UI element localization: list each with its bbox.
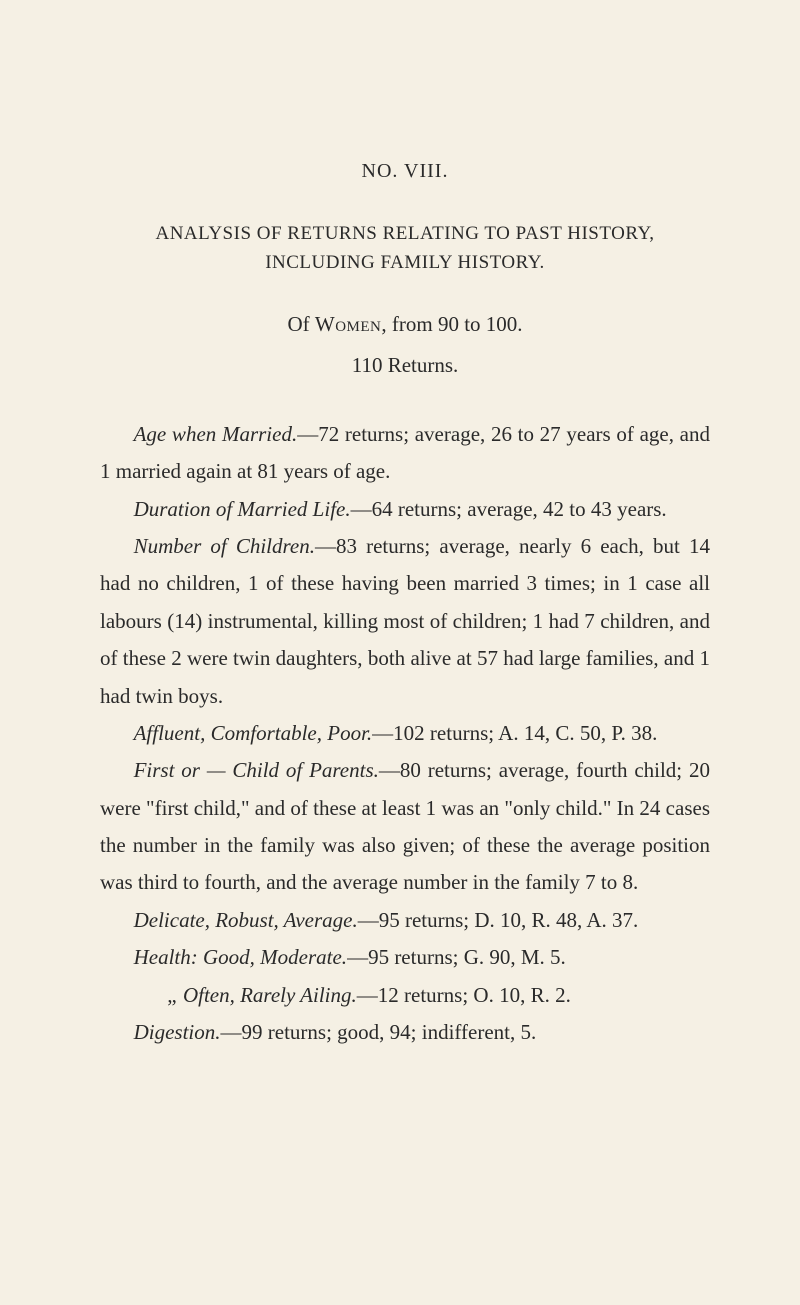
paragraph-delicate: Delicate, Robust, Average.—95 returns; D… — [100, 902, 710, 939]
paragraph-health: Health: Good, Moderate.—95 returns; G. 9… — [100, 939, 710, 976]
page-container: NO. VIII. ANALYSIS OF RETURNS RELATING T… — [0, 0, 800, 1131]
p3-italic: Number of Children. — [134, 534, 315, 558]
p4-italic: Affluent, Comfortable, Poor. — [134, 721, 373, 745]
paragraph-often-ailing: „ Often, Rarely Ailing.—12 returns; O. 1… — [100, 977, 710, 1014]
subtitle-of-women: Of Women, from 90 to 100. — [100, 312, 710, 337]
p7-italic: Health: Good, Moderate. — [134, 945, 347, 969]
chapter-number: NO. VIII. — [100, 160, 710, 183]
sub-of-smallcaps: Women — [315, 312, 382, 336]
sub-of-suffix: , from 90 to 100. — [381, 312, 522, 336]
paragraph-age-married: Age when Married.—72 returns; average, 2… — [100, 416, 710, 491]
p6-italic: Delicate, Robust, Average. — [134, 908, 358, 932]
p6-rest: —95 returns; D. 10, R. 48, A. 37. — [358, 908, 639, 932]
p3-rest: —83 returns; average, nearly 6 each, but… — [100, 534, 710, 708]
p8-italic: Often, Rarely Ailing. — [183, 983, 357, 1007]
p5-italic: First or — Child of Parents. — [134, 758, 379, 782]
p7-rest: —95 returns; G. 90, M. 5. — [347, 945, 566, 969]
p2-italic: Duration of Married Life. — [134, 497, 351, 521]
p2-rest: —64 returns; average, 42 to 43 years. — [351, 497, 667, 521]
p9-rest: —99 returns; good, 94; indifferent, 5. — [221, 1020, 537, 1044]
paragraph-digestion: Digestion.—99 returns; good, 94; indiffe… — [100, 1014, 710, 1051]
title-block: ANALYSIS OF RETURNS RELATING TO PAST HIS… — [100, 219, 710, 278]
paragraph-duration: Duration of Married Life.—64 returns; av… — [100, 491, 710, 528]
p9-italic: Digestion. — [134, 1020, 221, 1044]
p8-rest: —12 returns; O. 10, R. 2. — [357, 983, 571, 1007]
ditto-mark: „ — [134, 977, 168, 1014]
paragraph-children: Number of Children.—83 returns; average,… — [100, 528, 710, 715]
title-line-1: ANALYSIS OF RETURNS RELATING TO PAST HIS… — [155, 223, 654, 244]
p1-italic: Age when Married. — [134, 422, 298, 446]
paragraph-first-child: First or — Child of Parents.—80 returns;… — [100, 752, 710, 902]
subtitle-returns: 110 Returns. — [100, 353, 710, 378]
title-line-2: INCLUDING FAMILY HISTORY. — [265, 252, 545, 273]
paragraph-affluent: Affluent, Comfortable, Poor.—102 returns… — [100, 715, 710, 752]
sub-of-prefix: Of — [287, 312, 314, 336]
p4-rest: —102 returns; A. 14, C. 50, P. 38. — [372, 721, 657, 745]
